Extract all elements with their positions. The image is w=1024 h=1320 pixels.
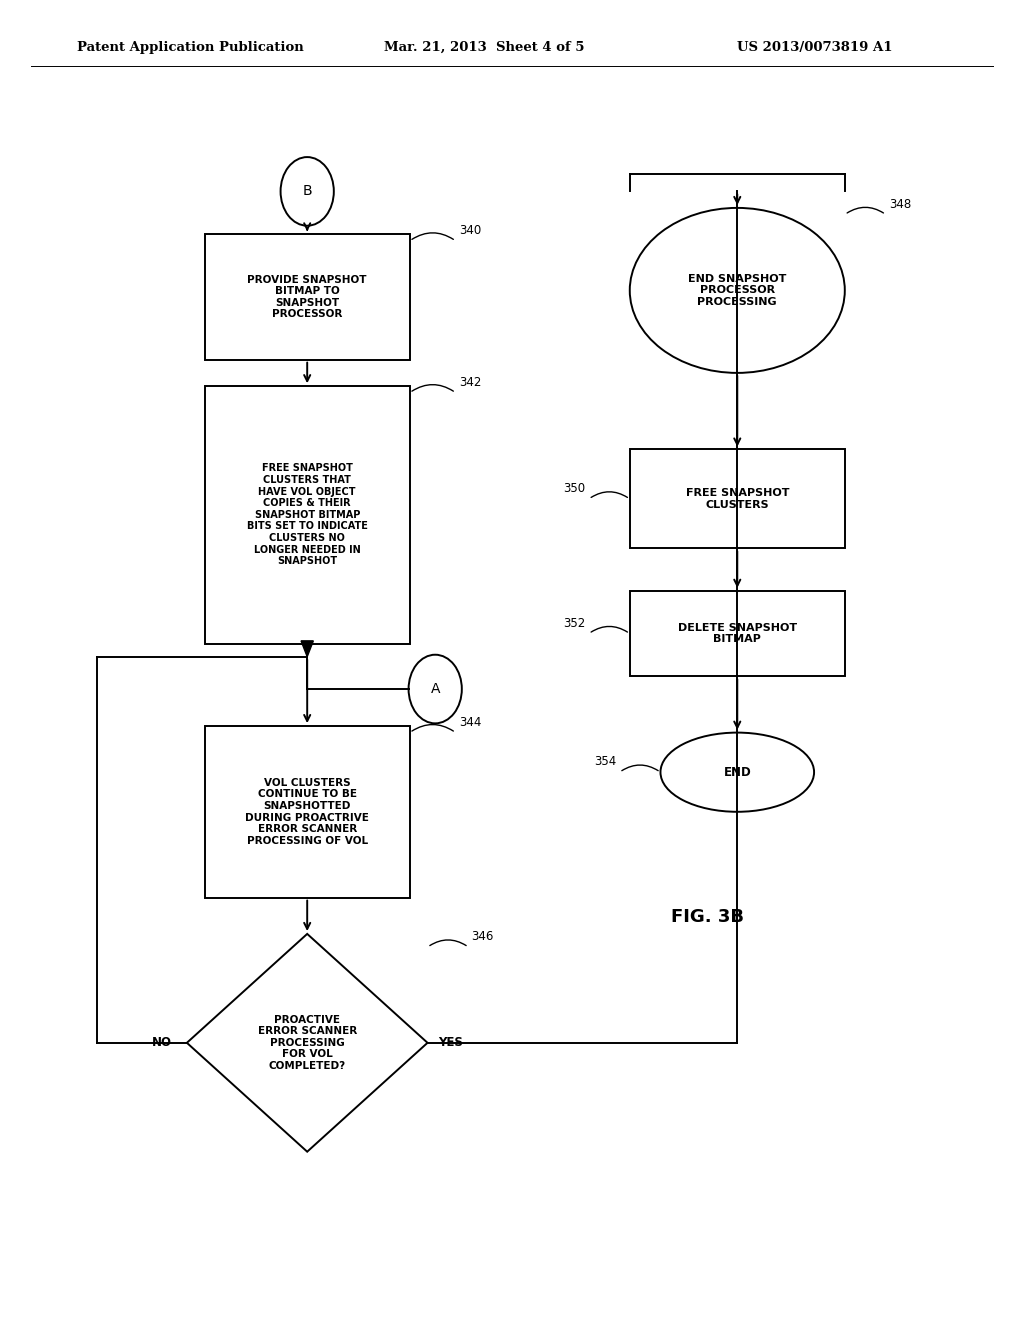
Bar xyxy=(630,590,845,676)
Bar xyxy=(630,449,845,549)
Ellipse shape xyxy=(630,207,845,372)
Text: 348: 348 xyxy=(889,198,911,210)
Circle shape xyxy=(409,655,462,723)
Text: US 2013/0073819 A1: US 2013/0073819 A1 xyxy=(737,41,893,54)
Text: FREE SNAPSHOT
CLUSTERS THAT
HAVE VOL OBJECT
COPIES & THEIR
SNAPSHOT BITMAP
BITS : FREE SNAPSHOT CLUSTERS THAT HAVE VOL OBJ… xyxy=(247,463,368,566)
Bar xyxy=(205,235,410,359)
Text: 346: 346 xyxy=(471,931,494,942)
Text: DELETE SNAPSHOT
BITMAP: DELETE SNAPSHOT BITMAP xyxy=(678,623,797,644)
Circle shape xyxy=(281,157,334,226)
Text: PROVIDE SNAPSHOT
BITMAP TO
SNAPSHOT
PROCESSOR: PROVIDE SNAPSHOT BITMAP TO SNAPSHOT PROC… xyxy=(248,275,367,319)
Text: VOL CLUSTERS
CONTINUE TO BE
SNAPSHOTTED
DURING PROACTRIVE
ERROR SCANNER
PROCESSI: VOL CLUSTERS CONTINUE TO BE SNAPSHOTTED … xyxy=(246,777,369,846)
Text: 342: 342 xyxy=(459,376,481,388)
Bar xyxy=(205,726,410,898)
Polygon shape xyxy=(186,935,428,1151)
Text: Patent Application Publication: Patent Application Publication xyxy=(77,41,303,54)
Polygon shape xyxy=(301,642,313,657)
Bar xyxy=(205,385,410,644)
Text: Mar. 21, 2013  Sheet 4 of 5: Mar. 21, 2013 Sheet 4 of 5 xyxy=(384,41,585,54)
Text: PROACTIVE
ERROR SCANNER
PROCESSING
FOR VOL
COMPLETED?: PROACTIVE ERROR SCANNER PROCESSING FOR V… xyxy=(258,1015,356,1071)
Text: 344: 344 xyxy=(459,715,481,729)
Ellipse shape xyxy=(660,733,814,812)
Text: END: END xyxy=(723,766,752,779)
Text: B: B xyxy=(302,185,312,198)
Text: FIG. 3B: FIG. 3B xyxy=(671,908,743,927)
Text: FREE SNAPSHOT
CLUSTERS: FREE SNAPSHOT CLUSTERS xyxy=(685,488,790,510)
Text: 340: 340 xyxy=(459,224,481,238)
Text: 354: 354 xyxy=(594,755,616,768)
Text: END SNAPSHOT
PROCESSOR
PROCESSING: END SNAPSHOT PROCESSOR PROCESSING xyxy=(688,273,786,308)
Text: NO: NO xyxy=(152,1036,171,1049)
Text: A: A xyxy=(430,682,440,696)
Text: 352: 352 xyxy=(563,616,586,630)
Text: YES: YES xyxy=(438,1036,463,1049)
Text: 350: 350 xyxy=(563,482,586,495)
